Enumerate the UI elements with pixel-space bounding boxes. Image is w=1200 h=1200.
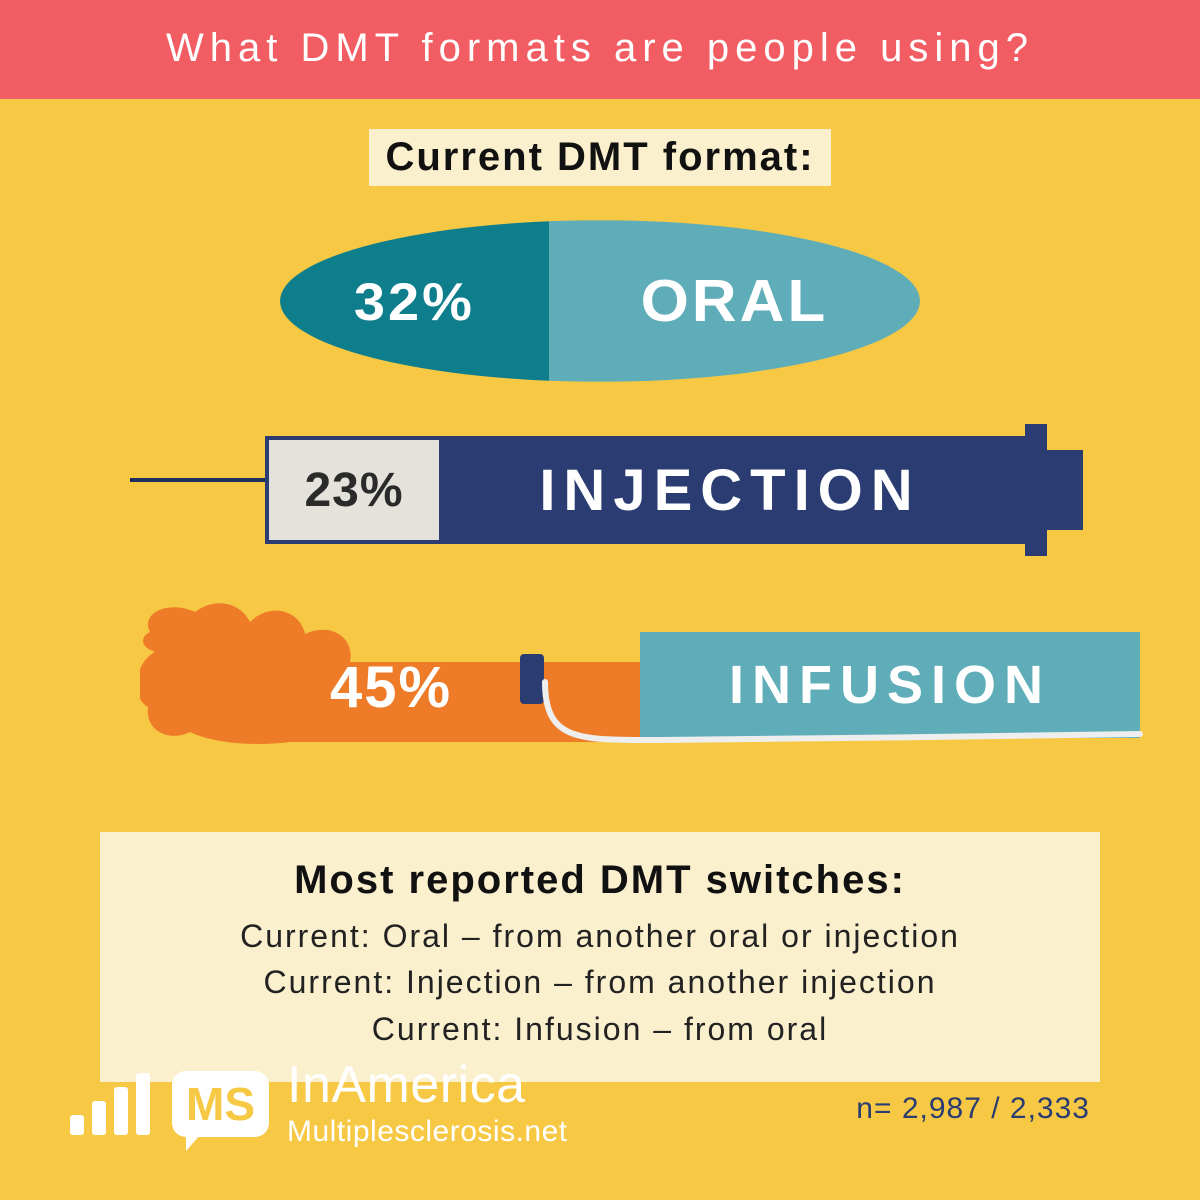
syringe-flange-icon xyxy=(1025,424,1047,556)
switch-line-3: Current: Infusion – from oral xyxy=(120,1006,1080,1052)
syringe-needle-icon xyxy=(130,478,265,482)
logo-line2: Multiplesclerosis.net xyxy=(287,1115,568,1149)
main-area: Current DMT format: 32% ORAL 23% INJECTI… xyxy=(0,99,1200,1189)
header-title: What DMT formats are people using? xyxy=(166,26,1034,70)
infusion-percent: 45% xyxy=(330,654,452,721)
syringe-plunger-icon xyxy=(1047,450,1083,530)
switches-box: Most reported DMT switches: Current: Ora… xyxy=(100,832,1100,1082)
header-banner: What DMT formats are people using? xyxy=(0,0,1200,99)
logo-line1a: In xyxy=(287,1056,331,1114)
injection-label: INJECTION xyxy=(439,440,1021,540)
pill-icon: 32% ORAL xyxy=(280,220,920,382)
ms-badge-icon: MS xyxy=(172,1071,269,1137)
format-infusion: 45% INFUSION xyxy=(40,592,1160,782)
subtitle-wrap: Current DMT format: xyxy=(40,129,1160,186)
subtitle: Current DMT format: xyxy=(369,129,830,186)
iv-tube-icon xyxy=(540,722,1140,762)
oral-label: ORAL xyxy=(549,220,920,382)
logo-line1b: America xyxy=(331,1056,525,1114)
bars-icon xyxy=(70,1073,150,1135)
iv-port-icon xyxy=(520,654,544,704)
switch-line-2: Current: Injection – from another inject… xyxy=(120,959,1080,1005)
format-oral: 32% ORAL xyxy=(40,216,1160,386)
ms-badge-text: MS xyxy=(186,1078,255,1130)
switch-line-1: Current: Oral – from another oral or inj… xyxy=(120,913,1080,959)
syringe-icon: 23% INJECTION xyxy=(265,436,1025,544)
oral-percent: 32% xyxy=(280,220,549,382)
switches-title: Most reported DMT switches: xyxy=(120,858,1080,903)
format-injection: 23% INJECTION xyxy=(40,416,1160,566)
logo-text: InAmerica Multiplesclerosis.net xyxy=(287,1059,568,1149)
formats-group: 32% ORAL 23% INJECTION 45% INFUSION xyxy=(40,216,1160,782)
injection-percent: 23% xyxy=(269,440,439,540)
brand-logo: MS InAmerica Multiplesclerosis.net xyxy=(70,1059,568,1149)
